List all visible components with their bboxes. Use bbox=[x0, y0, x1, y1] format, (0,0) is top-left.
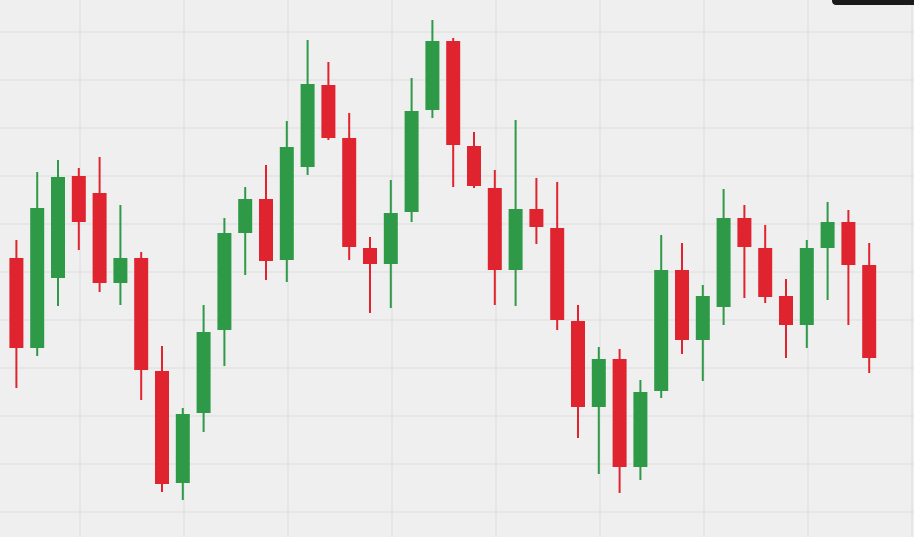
candle-body bbox=[404, 111, 419, 212]
candle-body bbox=[71, 176, 86, 222]
candle-body bbox=[716, 218, 731, 307]
candle-body bbox=[862, 265, 877, 358]
candle-body bbox=[446, 41, 461, 145]
candle-body bbox=[30, 208, 45, 348]
candle-body bbox=[737, 218, 752, 247]
candle-body bbox=[841, 222, 856, 265]
candle-body bbox=[675, 270, 689, 340]
candle-body bbox=[51, 177, 65, 278]
candle-body bbox=[612, 359, 627, 467]
candle-body bbox=[134, 258, 149, 370]
vertical-grid bbox=[79, 0, 913, 537]
candle-body bbox=[487, 188, 502, 270]
candle-body bbox=[175, 414, 190, 483]
candle-body bbox=[550, 228, 565, 320]
candle-body bbox=[799, 248, 814, 325]
candle-body bbox=[113, 258, 128, 283]
candle-body bbox=[92, 193, 107, 283]
candle-body bbox=[633, 392, 648, 467]
corner-badge bbox=[832, 0, 914, 5]
candle-body bbox=[508, 209, 523, 270]
candle-body bbox=[529, 209, 544, 227]
candle-body bbox=[279, 147, 294, 260]
candle-body bbox=[591, 359, 606, 407]
candle-body bbox=[383, 213, 398, 264]
candle-body bbox=[758, 248, 773, 297]
candle-body bbox=[155, 371, 169, 484]
candle-body bbox=[217, 233, 232, 330]
candle-body bbox=[779, 296, 793, 325]
candle-body bbox=[425, 41, 440, 110]
candle-body bbox=[820, 222, 835, 248]
candle-body bbox=[342, 138, 357, 247]
candle-body bbox=[654, 270, 669, 391]
candle-body bbox=[9, 258, 24, 348]
candle-body bbox=[321, 85, 336, 138]
candle-body bbox=[571, 321, 585, 407]
candle-body bbox=[238, 199, 253, 233]
candle-body bbox=[695, 296, 710, 340]
candle-body bbox=[363, 248, 377, 264]
candle-body bbox=[467, 146, 481, 186]
candle-body bbox=[259, 199, 273, 261]
candle-body bbox=[300, 84, 315, 167]
candle-body bbox=[196, 332, 211, 413]
